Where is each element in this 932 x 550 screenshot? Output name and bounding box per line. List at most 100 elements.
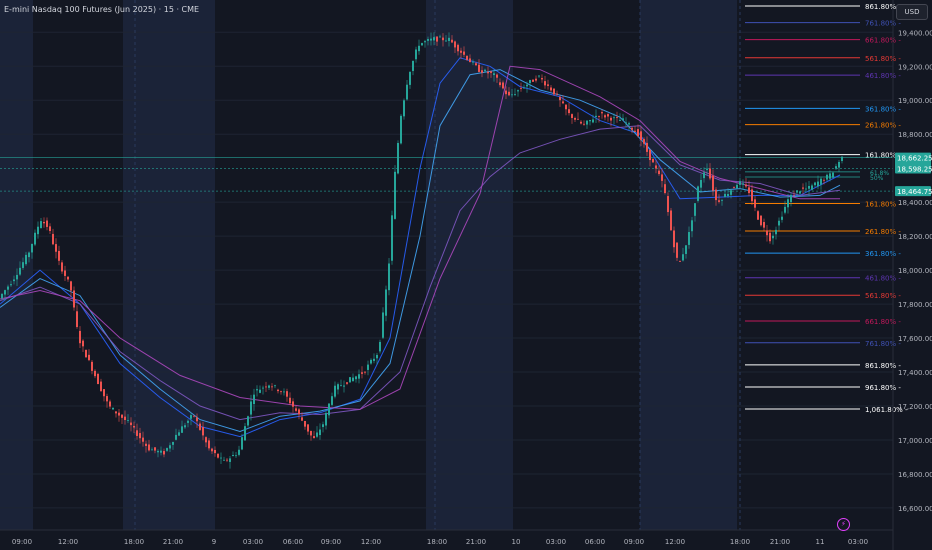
candle-body-201 xyxy=(604,115,606,118)
candle-body-45 xyxy=(136,430,138,436)
candle-body-121 xyxy=(364,371,366,373)
y-tick-label-13: 16,600.00 xyxy=(898,505,932,513)
candle-body-112 xyxy=(337,384,339,390)
candle-body-177 xyxy=(532,79,534,82)
candle-body-157 xyxy=(472,61,474,63)
candle-body-187 xyxy=(562,101,564,104)
candle-body-254 xyxy=(763,222,765,228)
candle-body-210 xyxy=(631,127,633,130)
candle-body-44 xyxy=(133,425,135,428)
candle-body-244 xyxy=(733,186,735,188)
candle-body-202 xyxy=(607,114,609,117)
candle-body-93 xyxy=(280,391,282,393)
candle-body-252 xyxy=(757,211,759,220)
currency-button[interactable]: USD xyxy=(896,4,928,20)
moving-average-3 xyxy=(0,65,840,410)
candle-body-209 xyxy=(628,123,630,125)
x-tick-label-1: 12:00 xyxy=(58,538,78,546)
candle-body-186 xyxy=(559,97,561,101)
candle-body-17 xyxy=(52,233,54,245)
candle-body-259 xyxy=(778,220,780,226)
candle-body-106 xyxy=(319,429,321,436)
candle-body-263 xyxy=(790,195,792,203)
candle-body-47 xyxy=(142,437,144,442)
candle-body-203 xyxy=(610,117,612,121)
candle-body-114 xyxy=(343,385,345,387)
candle-body-224 xyxy=(673,230,675,248)
candle-body-246 xyxy=(739,181,741,185)
candle-body-247 xyxy=(742,183,744,185)
fib-label-upper-6: 261.80% - xyxy=(865,122,901,130)
candle-body-117 xyxy=(352,377,354,382)
fib-label-lower-9: 1,061.80% - xyxy=(865,406,908,414)
candle-body-2 xyxy=(7,286,9,290)
candle-body-78 xyxy=(235,455,237,457)
candle-body-37 xyxy=(112,407,114,410)
candle-body-118 xyxy=(355,376,357,380)
candle-body-14 xyxy=(43,221,45,224)
candle-body-134 xyxy=(403,100,405,117)
candle-body-40 xyxy=(121,414,123,418)
candle-body-24 xyxy=(73,290,75,308)
candle-body-147 xyxy=(442,37,444,41)
candle-body-233 xyxy=(700,179,702,188)
candle-body-51 xyxy=(154,447,156,451)
candle-body-176 xyxy=(529,80,531,84)
candle-body-77 xyxy=(232,455,234,457)
candle-body-265 xyxy=(796,190,798,193)
candle-body-276 xyxy=(829,173,831,179)
candle-body-13 xyxy=(40,221,42,229)
candle-body-197 xyxy=(592,119,594,123)
candle-body-136 xyxy=(409,71,411,85)
candle-body-181 xyxy=(544,81,546,86)
x-tick-label-19: 03:00 xyxy=(848,538,868,546)
y-tick-label-2: 19,000.00 xyxy=(898,97,932,105)
candle-body-133 xyxy=(400,115,402,144)
y-tick-label-10: 17,200.00 xyxy=(898,403,932,411)
fib-label-lower-1: 261.80% - xyxy=(865,228,901,236)
candle-body-260 xyxy=(781,216,783,220)
fib-label-lower-3: 461.80% - xyxy=(865,275,901,283)
candle-body-153 xyxy=(460,50,462,53)
candle-body-189 xyxy=(568,109,570,114)
candle-body-8 xyxy=(25,254,27,265)
candle-body-103 xyxy=(310,430,312,436)
candle-body-219 xyxy=(658,170,660,175)
candle-body-234 xyxy=(703,172,705,179)
candle-body-249 xyxy=(748,187,750,194)
lightning-icon[interactable]: ⚡ xyxy=(837,518,850,531)
candle-body-94 xyxy=(283,391,285,393)
candle-body-193 xyxy=(580,121,582,124)
candle-body-245 xyxy=(736,184,738,189)
candle-body-26 xyxy=(79,330,81,344)
candle-body-262 xyxy=(787,199,789,208)
candle-body-129 xyxy=(388,263,390,291)
y-tick-label-12: 16,800.00 xyxy=(898,471,932,479)
candle-body-79 xyxy=(238,449,240,455)
fib-label-upper-7: 161.80% - xyxy=(865,152,901,160)
candle-body-195 xyxy=(586,120,588,125)
candle-body-267 xyxy=(802,187,804,189)
candle-body-250 xyxy=(751,189,753,202)
fib-label-lower-0: 161.80% - xyxy=(865,201,901,209)
candle-body-141 xyxy=(424,41,426,43)
candle-body-70 xyxy=(211,448,213,452)
price-tag-2 xyxy=(895,186,931,197)
candle-body-56 xyxy=(169,445,171,449)
candle-body-10 xyxy=(31,243,33,253)
candle-body-217 xyxy=(652,158,654,163)
candle-body-271 xyxy=(814,182,816,186)
candle-body-36 xyxy=(109,401,111,407)
candle-body-248 xyxy=(745,184,747,187)
candle-body-221 xyxy=(664,184,666,194)
candle-body-168 xyxy=(505,90,507,95)
candle-body-90 xyxy=(271,386,273,388)
y-tick-label-8: 17,600.00 xyxy=(898,335,932,343)
candle-body-152 xyxy=(457,44,459,52)
x-tick-label-7: 09:00 xyxy=(321,538,341,546)
candle-body-185 xyxy=(556,93,558,95)
candle-body-55 xyxy=(166,448,168,451)
y-tick-label-7: 17,800.00 xyxy=(898,301,932,309)
fib-label-upper-3: 561.80% - xyxy=(865,55,901,63)
